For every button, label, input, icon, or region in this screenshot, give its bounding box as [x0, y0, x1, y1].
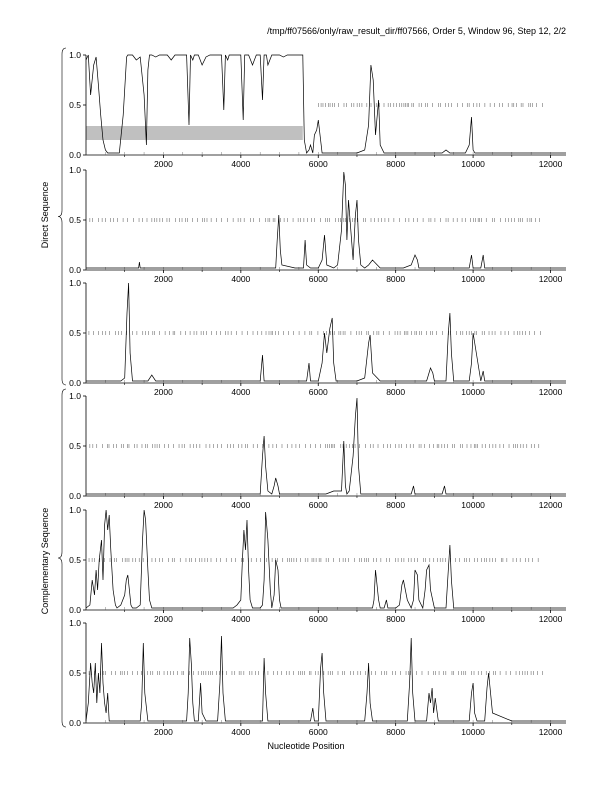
series-line — [85, 509, 566, 610]
x-tick-label: 6000 — [309, 614, 328, 624]
x-tick-label: 8000 — [386, 727, 405, 737]
panel-1: 0.0 0.5 1.0 2000 4000 6000 8000 10000 12000 — [69, 50, 566, 169]
x-tick-label: 12000 — [539, 614, 563, 624]
y-tick-label: 1.0 — [69, 50, 81, 60]
x-tick-label: 4000 — [231, 159, 250, 169]
highlight-band — [86, 126, 303, 140]
y-tick-label: 0.0 — [69, 605, 81, 615]
x-tick-label: 10000 — [461, 159, 485, 169]
x-tick-label: 10000 — [461, 614, 485, 624]
panel-3: 0.0 0.5 1.0 2000 4000 6000 8000 10000 12000 — [69, 278, 566, 397]
series-line — [85, 635, 566, 722]
y-tick-label: 1.0 — [69, 165, 81, 175]
x-tick-label: 8000 — [386, 500, 405, 510]
x-tick-label: 6000 — [309, 727, 328, 737]
y-tick-label: 1.0 — [69, 278, 81, 288]
x-tick-label: 12000 — [539, 500, 563, 510]
y-tick-label: 0.0 — [69, 265, 81, 275]
x-tick-label: 10000 — [461, 727, 485, 737]
y-tick-label: 0.5 — [69, 328, 81, 338]
panel-5: 0.0 0.5 1.0 2000 4000 6000 8000 10000 12000 — [69, 505, 566, 624]
x-tick-label: 2000 — [154, 387, 173, 397]
panel-6: 0.0 0.5 1.0 2000 4000 6000 8000 10000 12000 — [69, 618, 566, 737]
y-tick-label: 1.0 — [69, 391, 81, 401]
page-title: /tmp/ff07566/only/raw_result_dir/ff07566… — [267, 26, 566, 36]
x-tick-label: 8000 — [386, 274, 405, 284]
series-line — [85, 54, 566, 154]
y-tick-label: 0.5 — [69, 100, 81, 110]
y-tick-label: 0.0 — [69, 150, 81, 160]
panel-4: 0.0 0.5 1.0 2000 4000 6000 8000 10000 12000 — [69, 391, 566, 510]
x-tick-label: 12000 — [539, 274, 563, 284]
y-tick-label: 0.0 — [69, 718, 81, 728]
series-line — [86, 282, 566, 382]
x-tick-label: 10000 — [461, 274, 485, 284]
x-tick-label: 4000 — [231, 500, 250, 510]
y-tick-label: 1.0 — [69, 505, 81, 515]
series-line — [86, 397, 566, 495]
x-axis-label: Nucleotide Position — [267, 741, 345, 751]
x-tick-label: 10000 — [461, 387, 485, 397]
x-tick-label: 8000 — [386, 387, 405, 397]
series-line — [86, 171, 566, 269]
x-tick-label: 6000 — [309, 274, 328, 284]
y-tick-label: 0.5 — [69, 441, 81, 451]
x-tick-label: 12000 — [539, 387, 563, 397]
complementary-sequence-bracket — [57, 388, 67, 728]
x-tick-label: 4000 — [231, 274, 250, 284]
x-tick-label: 4000 — [231, 614, 250, 624]
x-tick-label: 6000 — [309, 500, 328, 510]
direct-sequence-label: Direct Sequence — [40, 181, 50, 249]
x-tick-label: 4000 — [231, 387, 250, 397]
y-tick-label: 0.0 — [69, 378, 81, 388]
x-tick-label: 6000 — [309, 387, 328, 397]
x-tick-label: 2000 — [154, 159, 173, 169]
complementary-sequence-label: Complementary Sequence — [40, 507, 50, 615]
y-tick-label: 0.5 — [69, 555, 81, 565]
x-tick-label: 8000 — [386, 614, 405, 624]
x-tick-label: 12000 — [539, 159, 563, 169]
x-tick-label: 6000 — [309, 159, 328, 169]
x-tick-label: 2000 — [154, 500, 173, 510]
y-tick-label: 1.0 — [69, 618, 81, 628]
x-tick-label: 2000 — [154, 274, 173, 284]
y-tick-label: 0.5 — [69, 215, 81, 225]
x-tick-label: 8000 — [386, 159, 405, 169]
direct-sequence-bracket — [57, 47, 67, 386]
y-tick-label: 0.5 — [69, 668, 81, 678]
y-tick-label: 0.0 — [69, 491, 81, 501]
x-tick-label: 12000 — [539, 727, 563, 737]
x-tick-label: 4000 — [231, 727, 250, 737]
panel-2: 0.0 0.5 1.0 2000 4000 6000 8000 10000 12000 — [69, 165, 566, 284]
x-tick-label: 2000 — [154, 614, 173, 624]
x-tick-label: 10000 — [461, 500, 485, 510]
x-tick-label: 2000 — [154, 727, 173, 737]
group-brackets — [57, 47, 67, 728]
